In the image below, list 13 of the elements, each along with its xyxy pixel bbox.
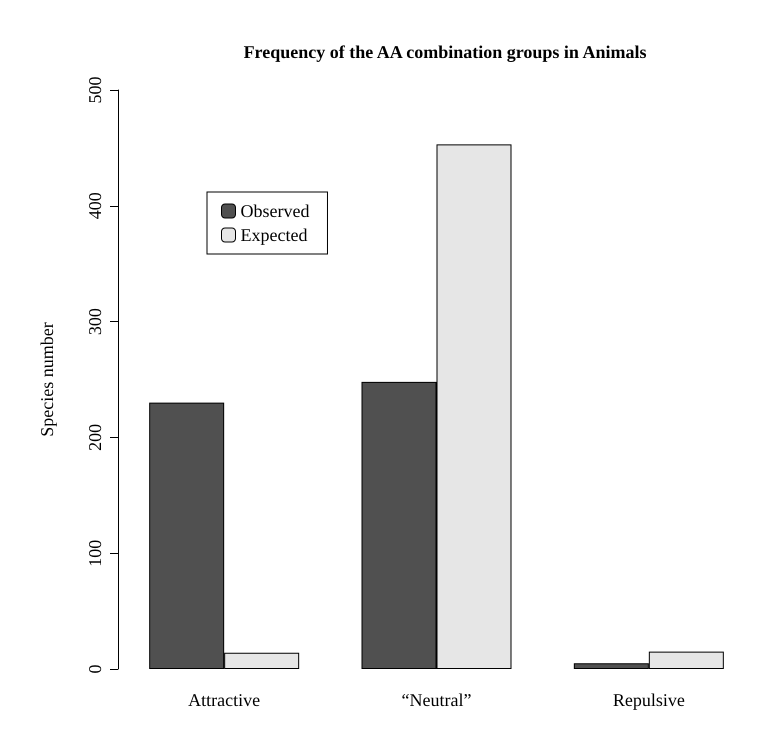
y-tick-label: 500 — [85, 76, 105, 104]
y-tick-label: 400 — [85, 192, 105, 220]
x-tick-label: “Neutral” — [402, 690, 472, 710]
legend-label: Expected — [240, 225, 308, 245]
y-axis-title: Species number — [37, 322, 57, 437]
x-tick-label: Attractive — [188, 690, 260, 710]
x-tick-label: Repulsive — [612, 690, 685, 710]
legend-label: Observed — [240, 201, 310, 221]
y-tick-label: 200 — [85, 424, 105, 451]
y-tick-label: 300 — [85, 308, 105, 336]
y-tick-label: 0 — [85, 664, 105, 674]
chart-title: Frequency of the AA combination groups in Animals — [244, 42, 646, 62]
y-tick-label: 100 — [85, 540, 105, 567]
